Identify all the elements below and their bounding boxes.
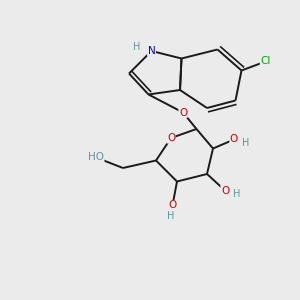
Text: O: O <box>167 133 175 143</box>
Text: O: O <box>179 107 187 118</box>
Text: H: H <box>167 211 175 221</box>
Text: O: O <box>221 185 229 196</box>
Text: HO: HO <box>88 152 104 163</box>
Text: O: O <box>168 200 177 211</box>
Text: Cl: Cl <box>260 56 271 67</box>
Text: N: N <box>148 46 155 56</box>
Text: H: H <box>242 138 249 148</box>
Text: O: O <box>230 134 238 145</box>
Text: H: H <box>233 189 240 199</box>
Text: H: H <box>134 42 141 52</box>
